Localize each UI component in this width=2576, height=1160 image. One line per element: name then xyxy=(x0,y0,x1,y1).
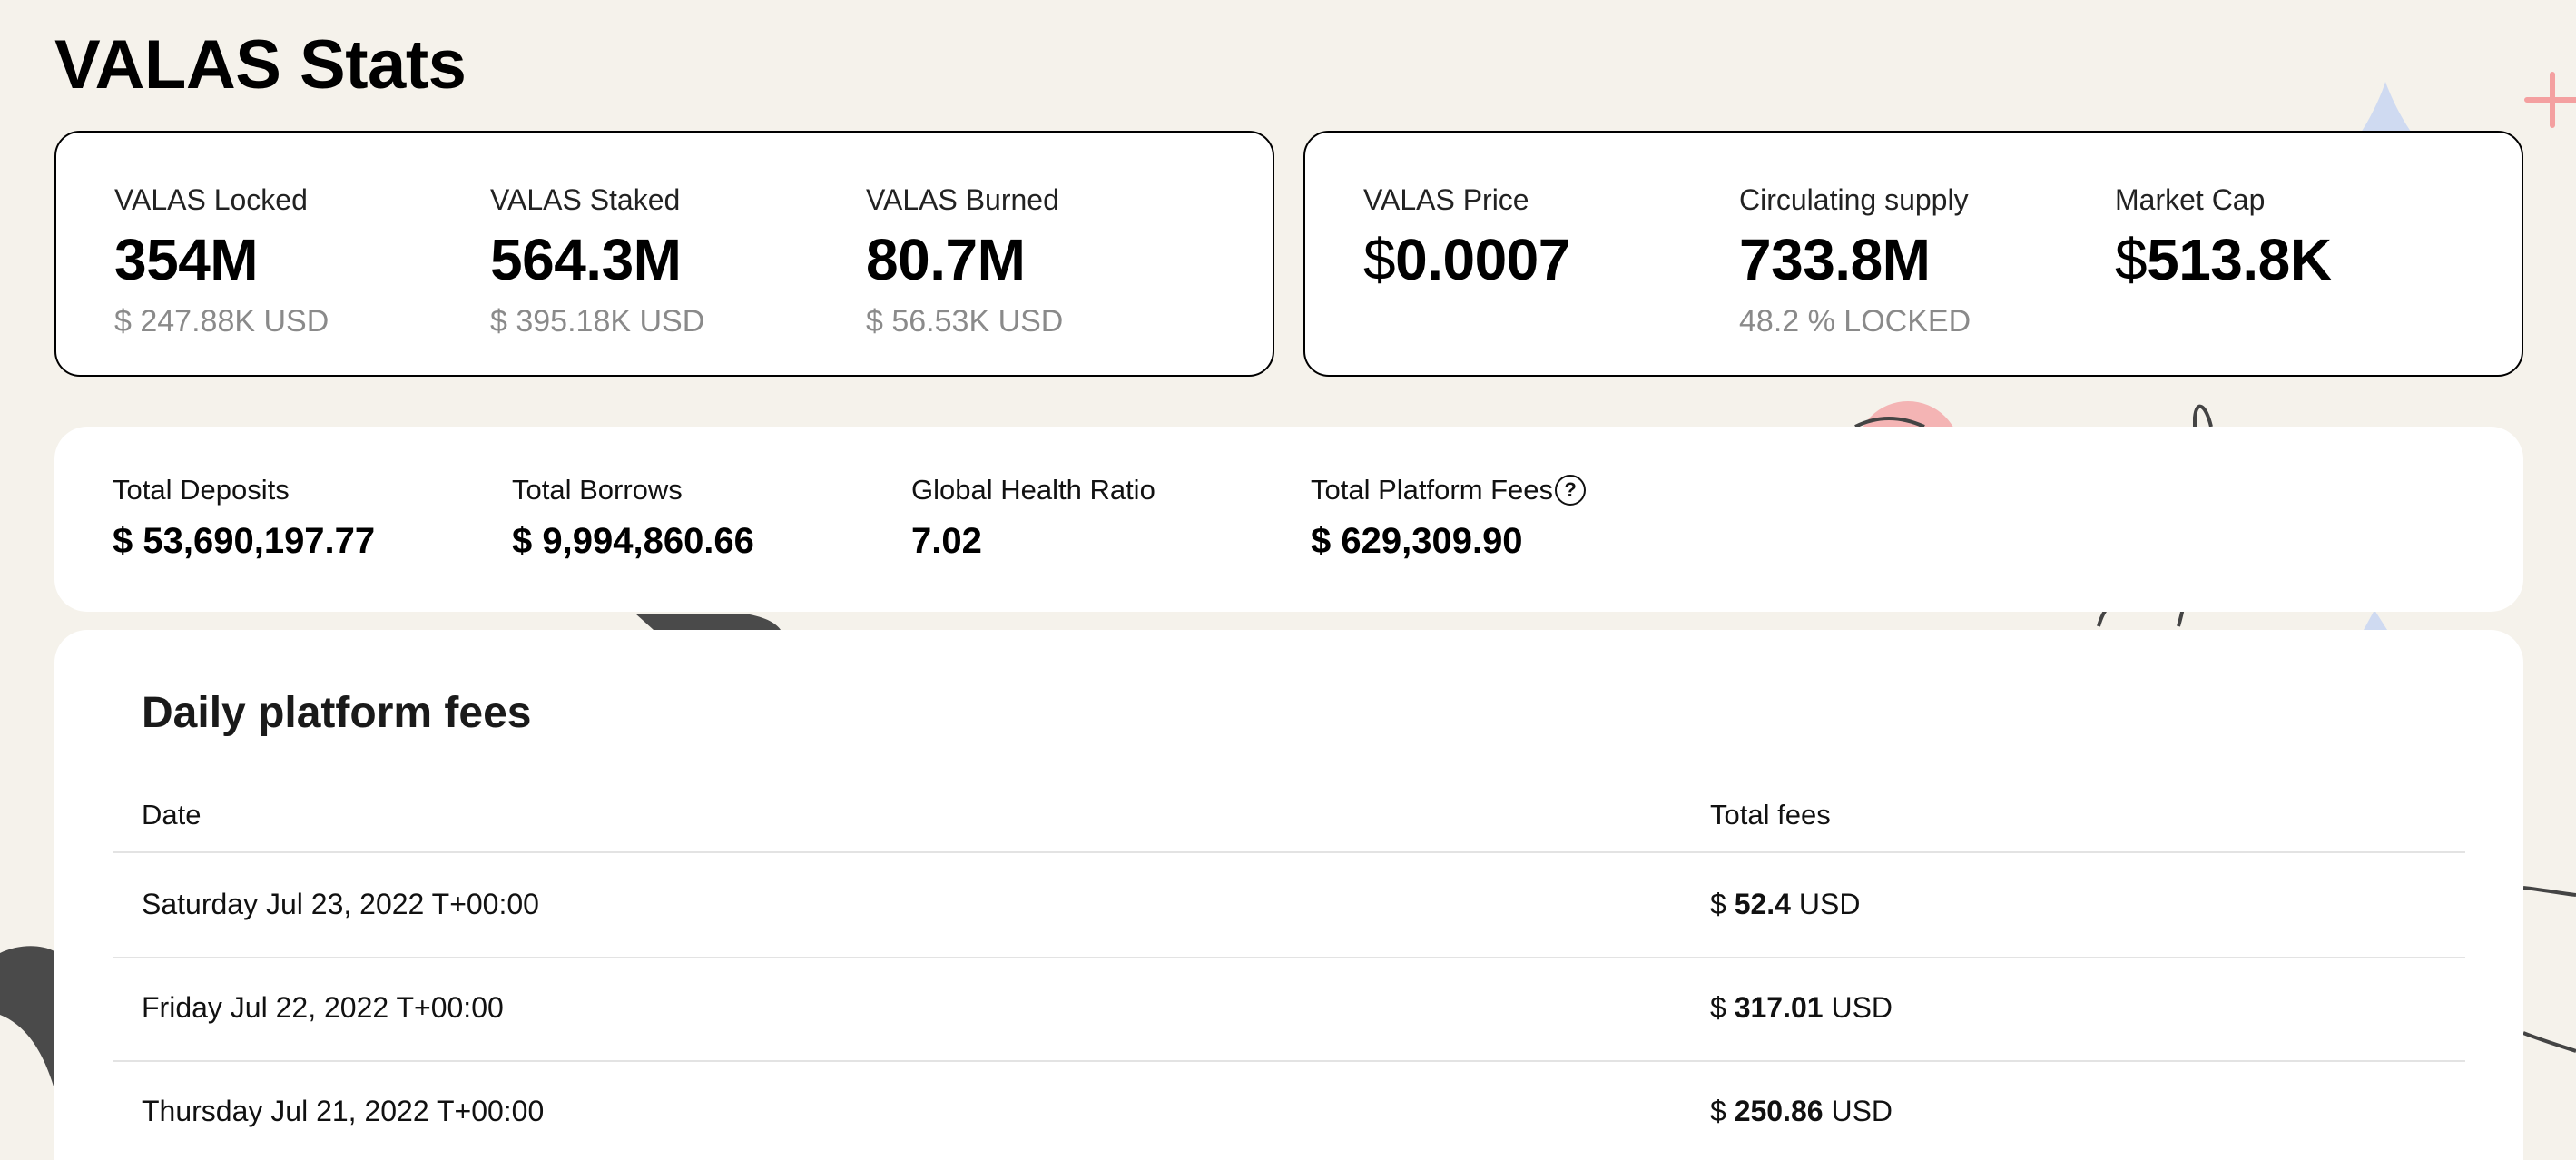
daily-fees-card: Daily platform fees Date Total fees Satu… xyxy=(54,630,2523,1160)
currency-prefix: $ xyxy=(1710,991,1726,1024)
stat-usd-value: $ 56.53K USD xyxy=(866,304,1064,339)
stat-value: $0.0007 xyxy=(1363,226,1570,293)
market-cap-stat: Market Cap $513.8K xyxy=(2115,183,2332,293)
total-label: Total Deposits xyxy=(113,474,290,506)
total-label: Total Borrows xyxy=(512,474,683,506)
fee-amount: 317.01 xyxy=(1734,991,1824,1024)
currency-symbol: $ xyxy=(2115,227,2148,292)
valas-staked-stat: VALAS Staked 564.3M $ 395.18K USD xyxy=(490,183,704,339)
total-borrows: Total Borrows $ 9,994,860.66 xyxy=(512,474,754,562)
help-circle-icon[interactable]: ? xyxy=(1555,475,1587,506)
stat-value: $513.8K xyxy=(2115,226,2332,293)
stat-label: Market Cap xyxy=(2115,183,2266,216)
fee-amount: 52.4 xyxy=(1734,888,1791,920)
table-row: Saturday Jul 23, 2022 T+00:00 $ 52.4 USD xyxy=(113,855,2465,958)
row-date: Saturday Jul 23, 2022 T+00:00 xyxy=(142,888,539,920)
row-date: Thursday Jul 21, 2022 T+00:00 xyxy=(142,1095,545,1127)
currency-prefix: $ xyxy=(1710,1095,1726,1127)
currency-symbol: $ xyxy=(1363,227,1396,292)
stat-value: 564.3M xyxy=(490,227,682,292)
global-health-ratio: Global Health Ratio 7.02 xyxy=(911,474,1155,562)
platform-totals-card: Total Deposits $ 53,690,197.77 Total Bor… xyxy=(54,427,2523,612)
table-row: Friday Jul 22, 2022 T+00:00 $ 317.01 USD xyxy=(113,958,2465,1062)
currency-prefix: $ xyxy=(1710,888,1726,920)
stat-label: Circulating supply xyxy=(1739,183,1969,216)
stat-value: 354M xyxy=(114,227,259,292)
valas-locked-stat: VALAS Locked 354M $ 247.88K USD xyxy=(114,183,329,339)
row-total-fees: $ 317.01 USD xyxy=(1710,991,1893,1025)
total-label-row: Total Platform Fees ? xyxy=(1311,474,1587,506)
fee-unit: USD xyxy=(1831,991,1893,1024)
valas-price-stat: VALAS Price $0.0007 xyxy=(1363,183,1570,293)
fee-amount: 250.86 xyxy=(1734,1095,1824,1127)
circulating-supply-stat: Circulating supply 733.8M 48.2 % LOCKED xyxy=(1739,183,1971,339)
column-header-total-fees: Total fees xyxy=(1710,799,1831,831)
row-date: Friday Jul 22, 2022 T+00:00 xyxy=(142,991,504,1024)
table-header: Date Total fees xyxy=(113,793,2465,853)
stat-label: VALAS Locked xyxy=(114,183,308,216)
valas-burned-stat: VALAS Burned 80.7M $ 56.53K USD xyxy=(866,183,1063,339)
total-platform-fees: Total Platform Fees ? $ 629,309.90 xyxy=(1311,474,1587,562)
stat-usd-value: $ 395.18K USD xyxy=(490,304,705,339)
stat-usd-value: $ 247.88K USD xyxy=(114,304,329,339)
table-row: Thursday Jul 21, 2022 T+00:00 $ 250.86 U… xyxy=(113,1062,2465,1160)
total-value: $ 53,690,197.77 xyxy=(113,521,376,561)
price-value: 0.0007 xyxy=(1395,227,1570,292)
total-deposits: Total Deposits $ 53,690,197.77 xyxy=(113,474,375,562)
stat-value: 733.8M xyxy=(1739,227,1931,292)
valas-market-card: VALAS Price $0.0007 Circulating supply 7… xyxy=(1303,131,2523,377)
fee-unit: USD xyxy=(1798,888,1861,920)
total-value: $ 9,994,860.66 xyxy=(512,521,754,561)
row-total-fees: $ 52.4 USD xyxy=(1710,888,1860,921)
total-label: Global Health Ratio xyxy=(911,474,1155,506)
total-value: $ 629,309.90 xyxy=(1311,521,1523,561)
row-total-fees: $ 250.86 USD xyxy=(1710,1095,1893,1128)
total-label: Total Platform Fees xyxy=(1311,474,1554,506)
stat-label: VALAS Burned xyxy=(866,183,1059,216)
stat-label: VALAS Price xyxy=(1363,183,1529,216)
fee-unit: USD xyxy=(1831,1095,1893,1127)
locked-percent: 48.2 % LOCKED xyxy=(1739,304,1971,339)
total-value: 7.02 xyxy=(911,521,982,561)
market-cap-value: 513.8K xyxy=(2147,227,2332,292)
column-header-date: Date xyxy=(142,799,202,831)
valas-token-card: VALAS Locked 354M $ 247.88K USD VALAS St… xyxy=(54,131,1274,377)
stat-label: VALAS Staked xyxy=(490,183,681,216)
daily-fees-title: Daily platform fees xyxy=(142,689,532,737)
stat-value: 80.7M xyxy=(866,227,1026,292)
page-title: VALAS Stats xyxy=(54,26,467,103)
